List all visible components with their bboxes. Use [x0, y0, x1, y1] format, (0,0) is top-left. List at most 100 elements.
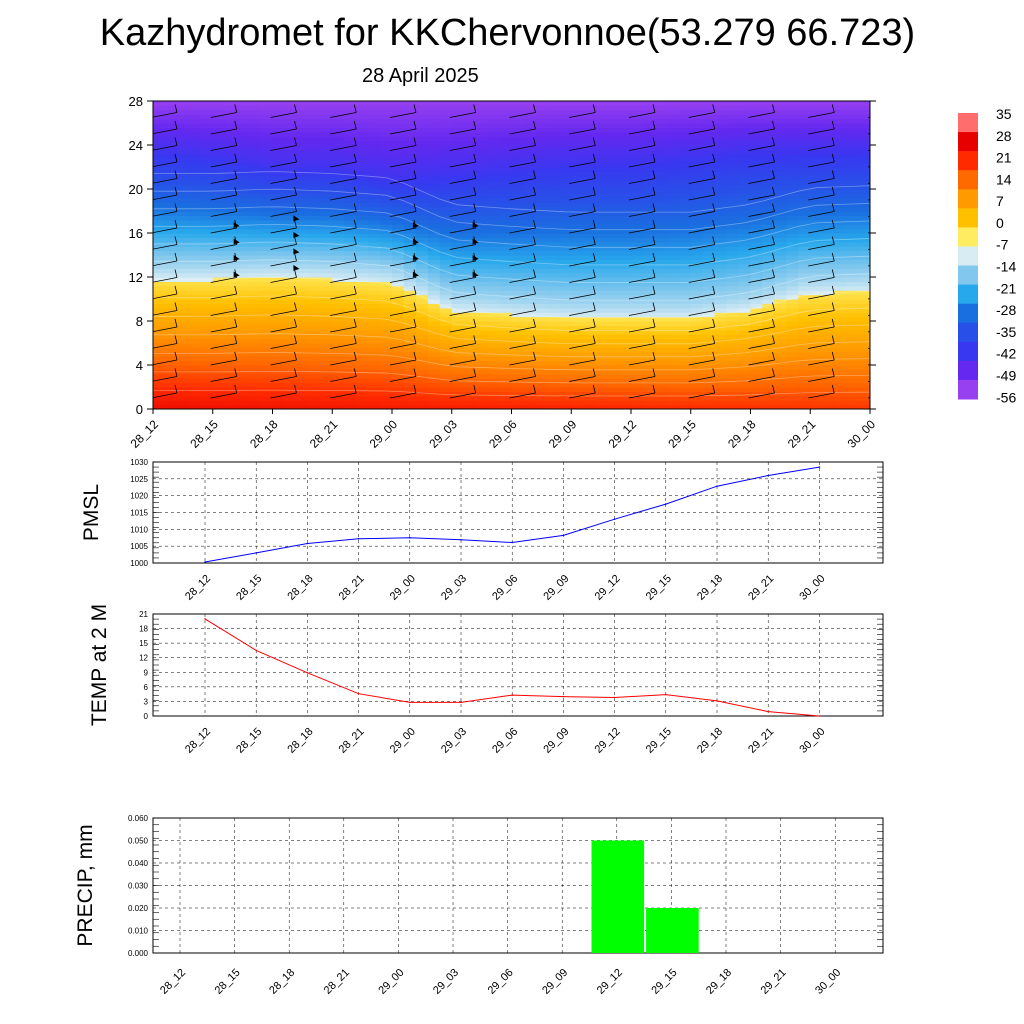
heatmap-cell [559, 334, 572, 340]
x-tick-label: 28_12 [183, 726, 213, 756]
heatmap-cell [188, 272, 202, 278]
heatmap-cell [738, 101, 751, 106]
heatmap-cell [846, 360, 859, 366]
heatmap-cell [846, 325, 859, 331]
heatmap-cell [726, 299, 740, 304]
heatmap-cell [439, 118, 453, 124]
heatmap-cell [583, 255, 596, 260]
heatmap-cell [690, 127, 704, 133]
heatmap-cell [487, 316, 501, 322]
heatmap-cell [153, 356, 166, 362]
heatmap-cell [463, 272, 477, 278]
heatmap-cell [822, 131, 835, 137]
heatmap-cell [535, 219, 548, 225]
heatmap-cell [248, 228, 262, 234]
heatmap-cell [559, 233, 572, 238]
wind-barb [330, 302, 357, 316]
heatmap-cell [212, 400, 226, 406]
heatmap-cell [666, 356, 680, 362]
heatmap-cell [834, 193, 847, 199]
wind-barb [509, 219, 536, 234]
heatmap-cell [451, 338, 465, 344]
heatmap-cell [702, 303, 716, 309]
colorbar-label: 28 [996, 128, 1012, 144]
y-tick-label: 18 [139, 625, 148, 634]
heatmap-cell [427, 101, 441, 106]
heatmap-cell [308, 400, 321, 406]
heatmap-cell [798, 145, 811, 150]
heatmap-cell [678, 382, 692, 388]
heatmap-cell [583, 285, 596, 291]
heatmap-cell [762, 294, 775, 300]
heatmap-cell [666, 153, 680, 159]
heatmap-cell [643, 382, 656, 388]
colorbar-swatch [958, 303, 978, 324]
heatmap-cell [236, 206, 250, 212]
heatmap-cell [487, 373, 501, 379]
heatmap-cell [535, 158, 548, 164]
heatmap-cell [511, 316, 524, 322]
heatmap-cell [272, 114, 285, 120]
heatmap-cell [499, 263, 513, 269]
heatmap-cell [296, 334, 309, 340]
heatmap-cell [427, 109, 441, 115]
heatmap-cell [846, 343, 859, 348]
wind-barb [569, 153, 596, 168]
heatmap-cell [535, 127, 548, 133]
heatmap-cell [714, 272, 728, 278]
heatmap-cell [678, 136, 692, 142]
heatmap-cell [392, 387, 405, 392]
heatmap-cell [643, 360, 656, 366]
heatmap-cell [702, 246, 716, 252]
heatmap-cell [798, 153, 811, 159]
heatmap-cell [846, 259, 859, 265]
heatmap-cell [403, 180, 417, 186]
wind-barb [628, 104, 656, 118]
heatmap-cell [368, 136, 381, 142]
wind-barb [808, 351, 835, 366]
heatmap-cell [559, 246, 572, 252]
heatmap-cell [858, 184, 870, 190]
heatmap-cell [619, 180, 632, 186]
heatmap-cell [726, 391, 740, 397]
wind-barb [569, 219, 596, 234]
heatmap-cell [786, 360, 799, 366]
heatmap-cell [499, 316, 513, 322]
heatmap-cell [523, 255, 536, 260]
heatmap-cell [702, 277, 716, 282]
heatmap-cell [571, 255, 584, 260]
heatmap-cell [810, 189, 823, 194]
heatmap-cell [523, 356, 536, 362]
heatmap-cell [463, 321, 477, 326]
heatmap-cell [332, 272, 345, 278]
heatmap-cell [380, 395, 393, 401]
heatmap-cell [499, 105, 513, 111]
heatmap-cell [559, 281, 572, 287]
heatmap-cell [571, 189, 584, 194]
heatmap-cell [380, 373, 393, 379]
heatmap-cell [798, 131, 811, 137]
heatmap-cell [774, 343, 787, 348]
heatmap-cell [320, 136, 333, 142]
heatmap-cell [523, 277, 536, 282]
heatmap-cell [511, 356, 524, 362]
heatmap-cell [738, 281, 751, 287]
heatmap-cell [356, 197, 369, 203]
heatmap-cell [332, 312, 345, 318]
wind-barb [808, 335, 835, 349]
heatmap-cell [296, 145, 309, 150]
heatmap-cell [248, 250, 262, 256]
heatmap-cell [607, 325, 620, 331]
heatmap-cell [224, 158, 238, 164]
heatmap-cell [786, 259, 799, 265]
heatmap-cell [296, 224, 309, 230]
heatmap-cell [690, 197, 704, 203]
heatmap-cell [607, 149, 620, 155]
heatmap-cell [403, 101, 417, 106]
wind-barb [153, 219, 178, 234]
heatmap-cell [607, 211, 620, 216]
data-point [204, 561, 206, 563]
wind-barb [628, 170, 656, 184]
heatmap-cell [296, 193, 309, 199]
heatmap-cell [415, 197, 429, 203]
